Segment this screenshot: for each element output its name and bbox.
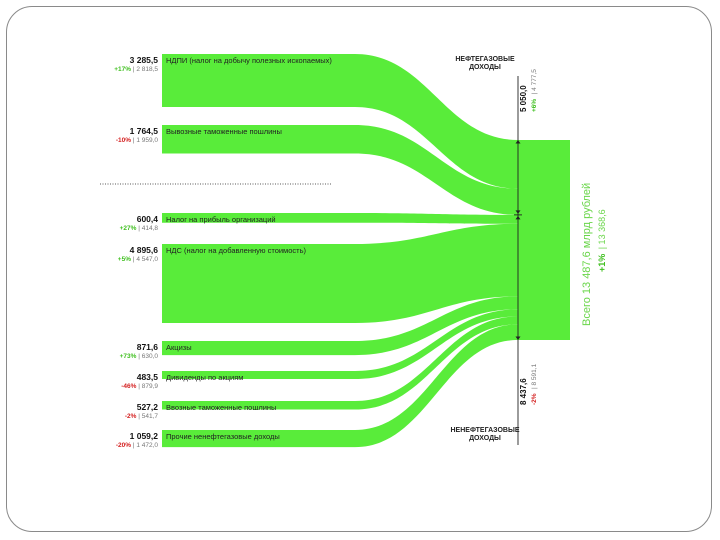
- grand-total-change: +1%: [597, 253, 607, 272]
- source-change-1: +17% | 2 818,5: [114, 66, 158, 73]
- non-oil-gas-heading: НЕНЕФТЕГАЗОВЫЕ ДОХОДЫ: [450, 427, 520, 442]
- non-oil-gas-prev: 8 591,1: [531, 363, 538, 386]
- source-prev-4: 4 547,0: [136, 256, 158, 263]
- flow-band-2: [162, 125, 518, 215]
- source-change-pct-3: +27%: [119, 225, 137, 232]
- oil-gas-change-block: +6% | 4 777,5: [531, 69, 538, 112]
- flow-band-5: [162, 296, 518, 356]
- source-name-2: Вывозные таможенные пошлины: [166, 127, 282, 136]
- source-change-pct-6: -46%: [121, 383, 137, 390]
- flow-band-1: [162, 54, 518, 189]
- flow-band-4: [162, 223, 518, 323]
- source-change-6: -46% | 879,9: [121, 383, 158, 390]
- source-value-7: 527,2: [136, 402, 158, 412]
- source-change-3: +27% | 414,8: [119, 225, 158, 232]
- source-prev-8: 1 472,0: [136, 442, 158, 449]
- source-change-pct-2: -10%: [115, 137, 131, 144]
- non-oil-gas-change: -2%: [531, 393, 538, 405]
- source-name-1: НДПИ (налог на добычу полезных ископаемы…: [166, 56, 332, 65]
- source-change-2: -10% | 1 959,0: [115, 137, 158, 144]
- source-name-5: Акцизы: [166, 343, 192, 352]
- flow-band-8: [162, 324, 518, 448]
- source-prev-2: 1 959,0: [136, 137, 158, 144]
- source-name-3: Налог на прибыль организаций: [166, 215, 276, 224]
- flow-band-6: [162, 309, 518, 379]
- guides-layer: [100, 76, 522, 445]
- source-value-1: 3 285,5: [129, 55, 158, 65]
- arrow-oil-top: [515, 140, 521, 144]
- source-prev-7: 541,7: [141, 413, 158, 420]
- source-value-4: 4 895,6: [129, 245, 158, 255]
- grand-total-change-block: +1% | 13 368,6: [597, 209, 607, 272]
- flow-band-7: [162, 316, 518, 410]
- source-prev-1: 2 818,5: [136, 66, 158, 73]
- source-name-6: Дивиденды по акциям: [166, 373, 244, 382]
- source-prev-5: 630,0: [141, 353, 158, 360]
- flow-band-3: [162, 213, 518, 224]
- source-value-2: 1 764,5: [129, 126, 158, 136]
- arrow-nonoil-top: [515, 215, 521, 220]
- source-name-7: Ввозные таможенные пошлины: [166, 403, 277, 412]
- source-value-8: 1 059,2: [129, 431, 158, 441]
- source-value-6: 483,5: [136, 372, 158, 382]
- source-value-3: 600,4: [136, 214, 158, 224]
- grand-total-prev: 13 368,6: [597, 209, 607, 245]
- source-change-5: +73% | 630,0: [119, 353, 158, 360]
- source-change-pct-7: -2%: [124, 413, 137, 420]
- total-node: [518, 140, 570, 340]
- source-prev-3: 414,8: [141, 225, 158, 232]
- flows-layer: [162, 54, 570, 448]
- oil-gas-change: +6%: [531, 98, 538, 112]
- source-prev-6: 879,9: [141, 383, 158, 390]
- source-change-4: +5% | 4 547,0: [117, 256, 158, 263]
- non-oil-gas-change-block: -2% | 8 591,1: [531, 363, 538, 405]
- source-change-pct-4: +5%: [117, 256, 131, 263]
- source-change-pct-8: -20%: [115, 442, 131, 449]
- oil-gas-heading: НЕФТЕГАЗОВЫЕ ДОХОДЫ: [455, 56, 515, 71]
- source-change-pct-5: +73%: [119, 353, 137, 360]
- source-change-pct-1: +17%: [114, 66, 131, 73]
- source-change-8: -20% | 1 472,0: [115, 442, 158, 449]
- source-value-5: 871,6: [136, 342, 158, 352]
- source-name-4: НДС (налог на добавленную стоимость): [166, 246, 306, 255]
- source-name-8: Прочие ненефтегазовые доходы: [166, 432, 280, 441]
- oil-gas-prev: 4 777,5: [531, 69, 538, 91]
- arrow-oil-bottom: [515, 210, 521, 214]
- source-change-7: -2% | 541,7: [124, 413, 158, 420]
- arrow-nonoil-bottom: [515, 336, 521, 340]
